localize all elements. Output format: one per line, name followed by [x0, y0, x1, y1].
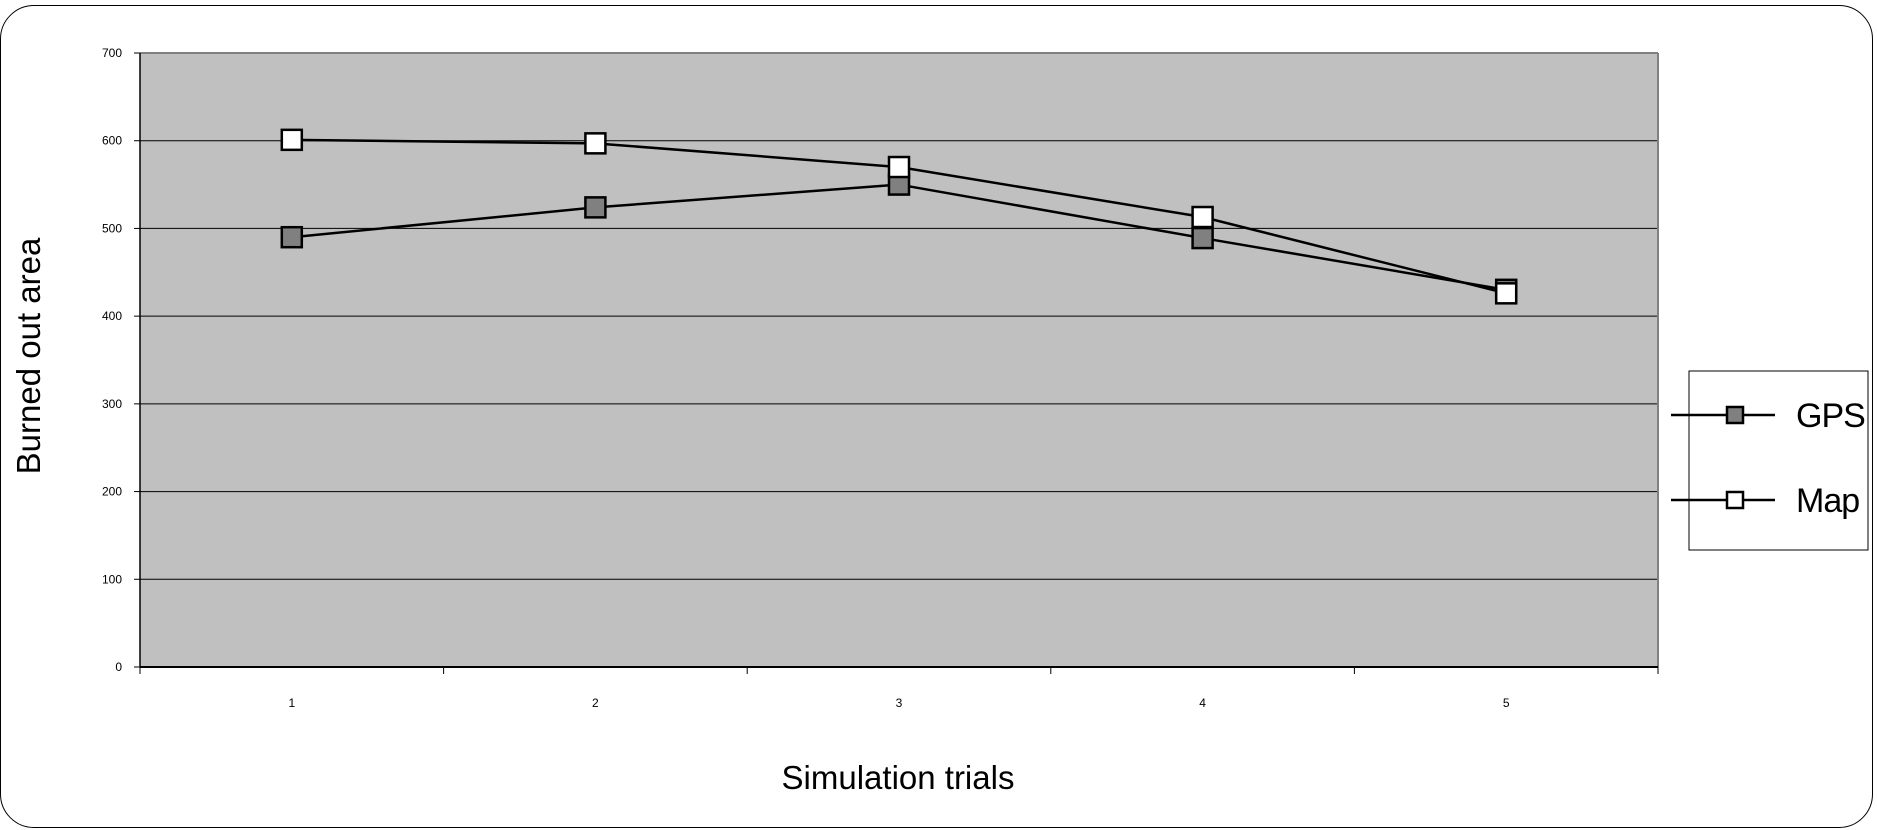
- legend-marker: [1725, 490, 1745, 510]
- y-tick-label: 300: [102, 397, 122, 411]
- map-point: [887, 155, 911, 179]
- map-point: [280, 128, 304, 152]
- legend-item-map: Map: [1671, 482, 1860, 520]
- y-axis-title: Burned out area: [10, 237, 47, 474]
- x-tick-labels: 1 2 3 4 5: [288, 696, 1509, 710]
- gps-point: [1191, 226, 1214, 250]
- legend-label: Map: [1796, 482, 1859, 520]
- legend-item-gps: GPS: [1671, 397, 1866, 435]
- y-tick-label: 700: [102, 46, 122, 60]
- y-tick-labels: 0 100 200 300 400 500 600 700: [102, 46, 122, 674]
- x-tick-label: 4: [1199, 696, 1206, 710]
- plot-area: [140, 53, 1658, 667]
- axes: [134, 52, 1659, 674]
- y-tick-label: 400: [102, 309, 122, 323]
- x-tick-label: 2: [592, 696, 599, 710]
- map-point: [1494, 282, 1518, 305]
- map-point: [584, 132, 607, 155]
- x-axis-title: Simulation trials: [782, 759, 1015, 796]
- y-tick-label: 500: [102, 221, 122, 235]
- series-layer: [280, 128, 1518, 305]
- y-tick-label: 600: [102, 134, 122, 148]
- legend-marker: [1725, 405, 1745, 425]
- legend-box: [1688, 370, 1869, 551]
- x-tick-label: 1: [288, 696, 295, 710]
- x-tick-label: 5: [1503, 696, 1510, 710]
- x-tick-label: 3: [896, 696, 903, 710]
- y-tick-label: 0: [115, 660, 122, 674]
- legend-label: GPS: [1796, 397, 1865, 435]
- gps-point: [280, 225, 304, 249]
- y-tick-label: 200: [102, 485, 122, 499]
- y-tick-label: 100: [102, 572, 122, 586]
- gps-point: [584, 196, 607, 219]
- map-point: [1191, 205, 1214, 229]
- legend: GPS Map: [1671, 370, 1869, 551]
